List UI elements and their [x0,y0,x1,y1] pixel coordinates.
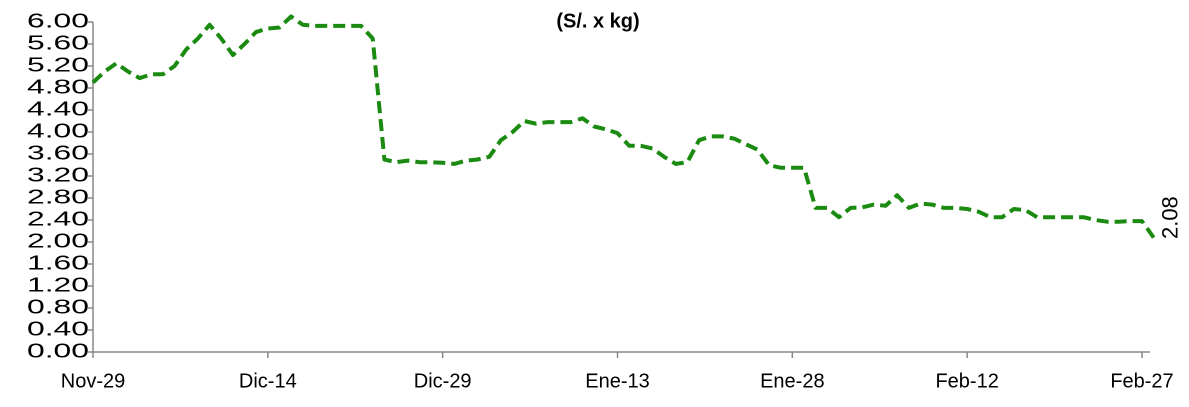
y-tick-label: 0.00 [27,340,89,362]
x-tick-label: Nov-29 [61,370,125,392]
x-tick-label: Feb-12 [935,370,998,392]
chart-title: (S/. x kg) [556,10,639,32]
y-tick-label: 1.60 [27,252,89,274]
y-tick-label: 2.00 [27,230,89,252]
y-tick-label: 2.80 [27,186,89,208]
y-tick-label: 3.60 [27,142,89,164]
x-tick-label: Feb-27 [1110,370,1173,392]
y-tick-label: 5.20 [27,54,89,76]
x-tick-label: Ene-28 [760,370,825,392]
y-tick-label: 6.00 [27,10,89,32]
y-tick-label: 5.60 [27,32,89,54]
y-tick-label: 4.40 [27,98,89,120]
y-tick-label: 1.20 [27,274,89,296]
price-line [91,14,1156,239]
data-label: 2.08 [1157,196,1182,239]
y-tick-label: 4.00 [27,120,89,142]
x-tick-label: Dic-14 [239,370,297,392]
y-tick-label: 2.40 [27,208,89,230]
x-tick-label: Dic-29 [414,370,472,392]
x-tick-label: Ene-13 [585,370,650,392]
y-tick-label: 3.20 [27,164,89,186]
y-tick-label: 4.80 [27,76,89,98]
y-tick-label: 0.40 [27,318,89,340]
y-tick-label: 0.80 [27,296,89,318]
